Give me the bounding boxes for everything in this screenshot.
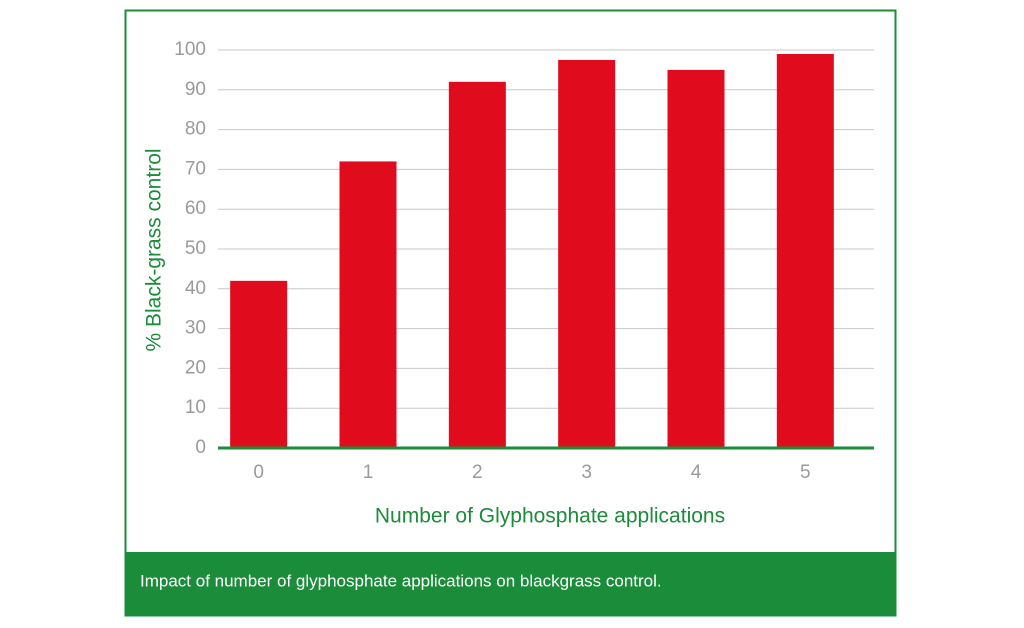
x-axis-title: Number of Glyphosphate applications xyxy=(375,505,725,528)
y-tick-label: 10 xyxy=(185,397,206,418)
y-tick-label: 70 xyxy=(185,158,206,179)
caption: Impact of number of glyphosphate applica… xyxy=(140,571,662,590)
bar xyxy=(448,81,506,448)
y-tick-label: 20 xyxy=(185,357,206,378)
bar xyxy=(667,69,725,449)
bar xyxy=(230,280,288,448)
x-tick-label: 1 xyxy=(363,462,374,483)
bar xyxy=(558,59,616,448)
y-tick-label: 80 xyxy=(185,119,206,140)
y-tick-label: 90 xyxy=(185,79,206,100)
x-tick-label: 2 xyxy=(472,462,483,483)
x-tick-label: 3 xyxy=(581,462,592,483)
x-tick-label: 5 xyxy=(800,462,811,483)
y-tick-label: 40 xyxy=(185,278,206,299)
y-tick-label: 0 xyxy=(195,437,206,458)
bar xyxy=(339,161,397,448)
y-tick-label: 60 xyxy=(185,198,206,219)
x-tick-label: 0 xyxy=(253,462,264,483)
y-tick-label: 100 xyxy=(174,39,206,60)
bar xyxy=(776,53,834,448)
y-tick-label: 50 xyxy=(185,238,206,259)
caption-band xyxy=(125,552,896,616)
y-axis-title: % Black-grass control xyxy=(143,148,166,351)
y-tick-label: 30 xyxy=(185,318,206,339)
x-tick-label: 4 xyxy=(691,462,702,483)
